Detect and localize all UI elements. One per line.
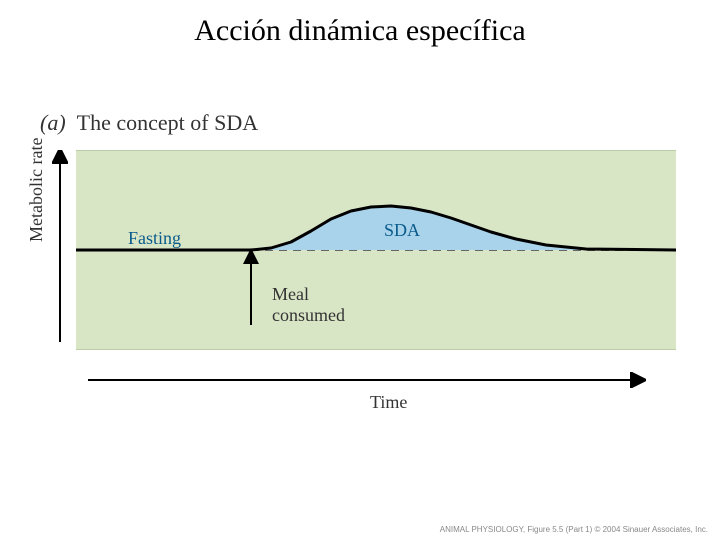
fasting-label: Fasting	[128, 228, 181, 249]
plot-svg	[76, 150, 676, 350]
credit-text: ANIMAL PHYSIOLOGY, Figure 5.5 (Part 1) ©…	[440, 525, 708, 534]
page-title: Acción dinámica específica	[0, 0, 720, 48]
meal-line1: Meal	[272, 284, 309, 304]
panel-label: (a) The concept of SDA	[40, 110, 258, 136]
chart-area: Metabolic rate Time Fasting SDA Meal con…	[40, 150, 680, 430]
meal-line2: consumed	[272, 305, 345, 325]
meal-consumed-label: Meal consumed	[272, 284, 345, 325]
plot-region: Fasting SDA Meal consumed	[76, 150, 676, 350]
sda-label: SDA	[384, 220, 420, 241]
